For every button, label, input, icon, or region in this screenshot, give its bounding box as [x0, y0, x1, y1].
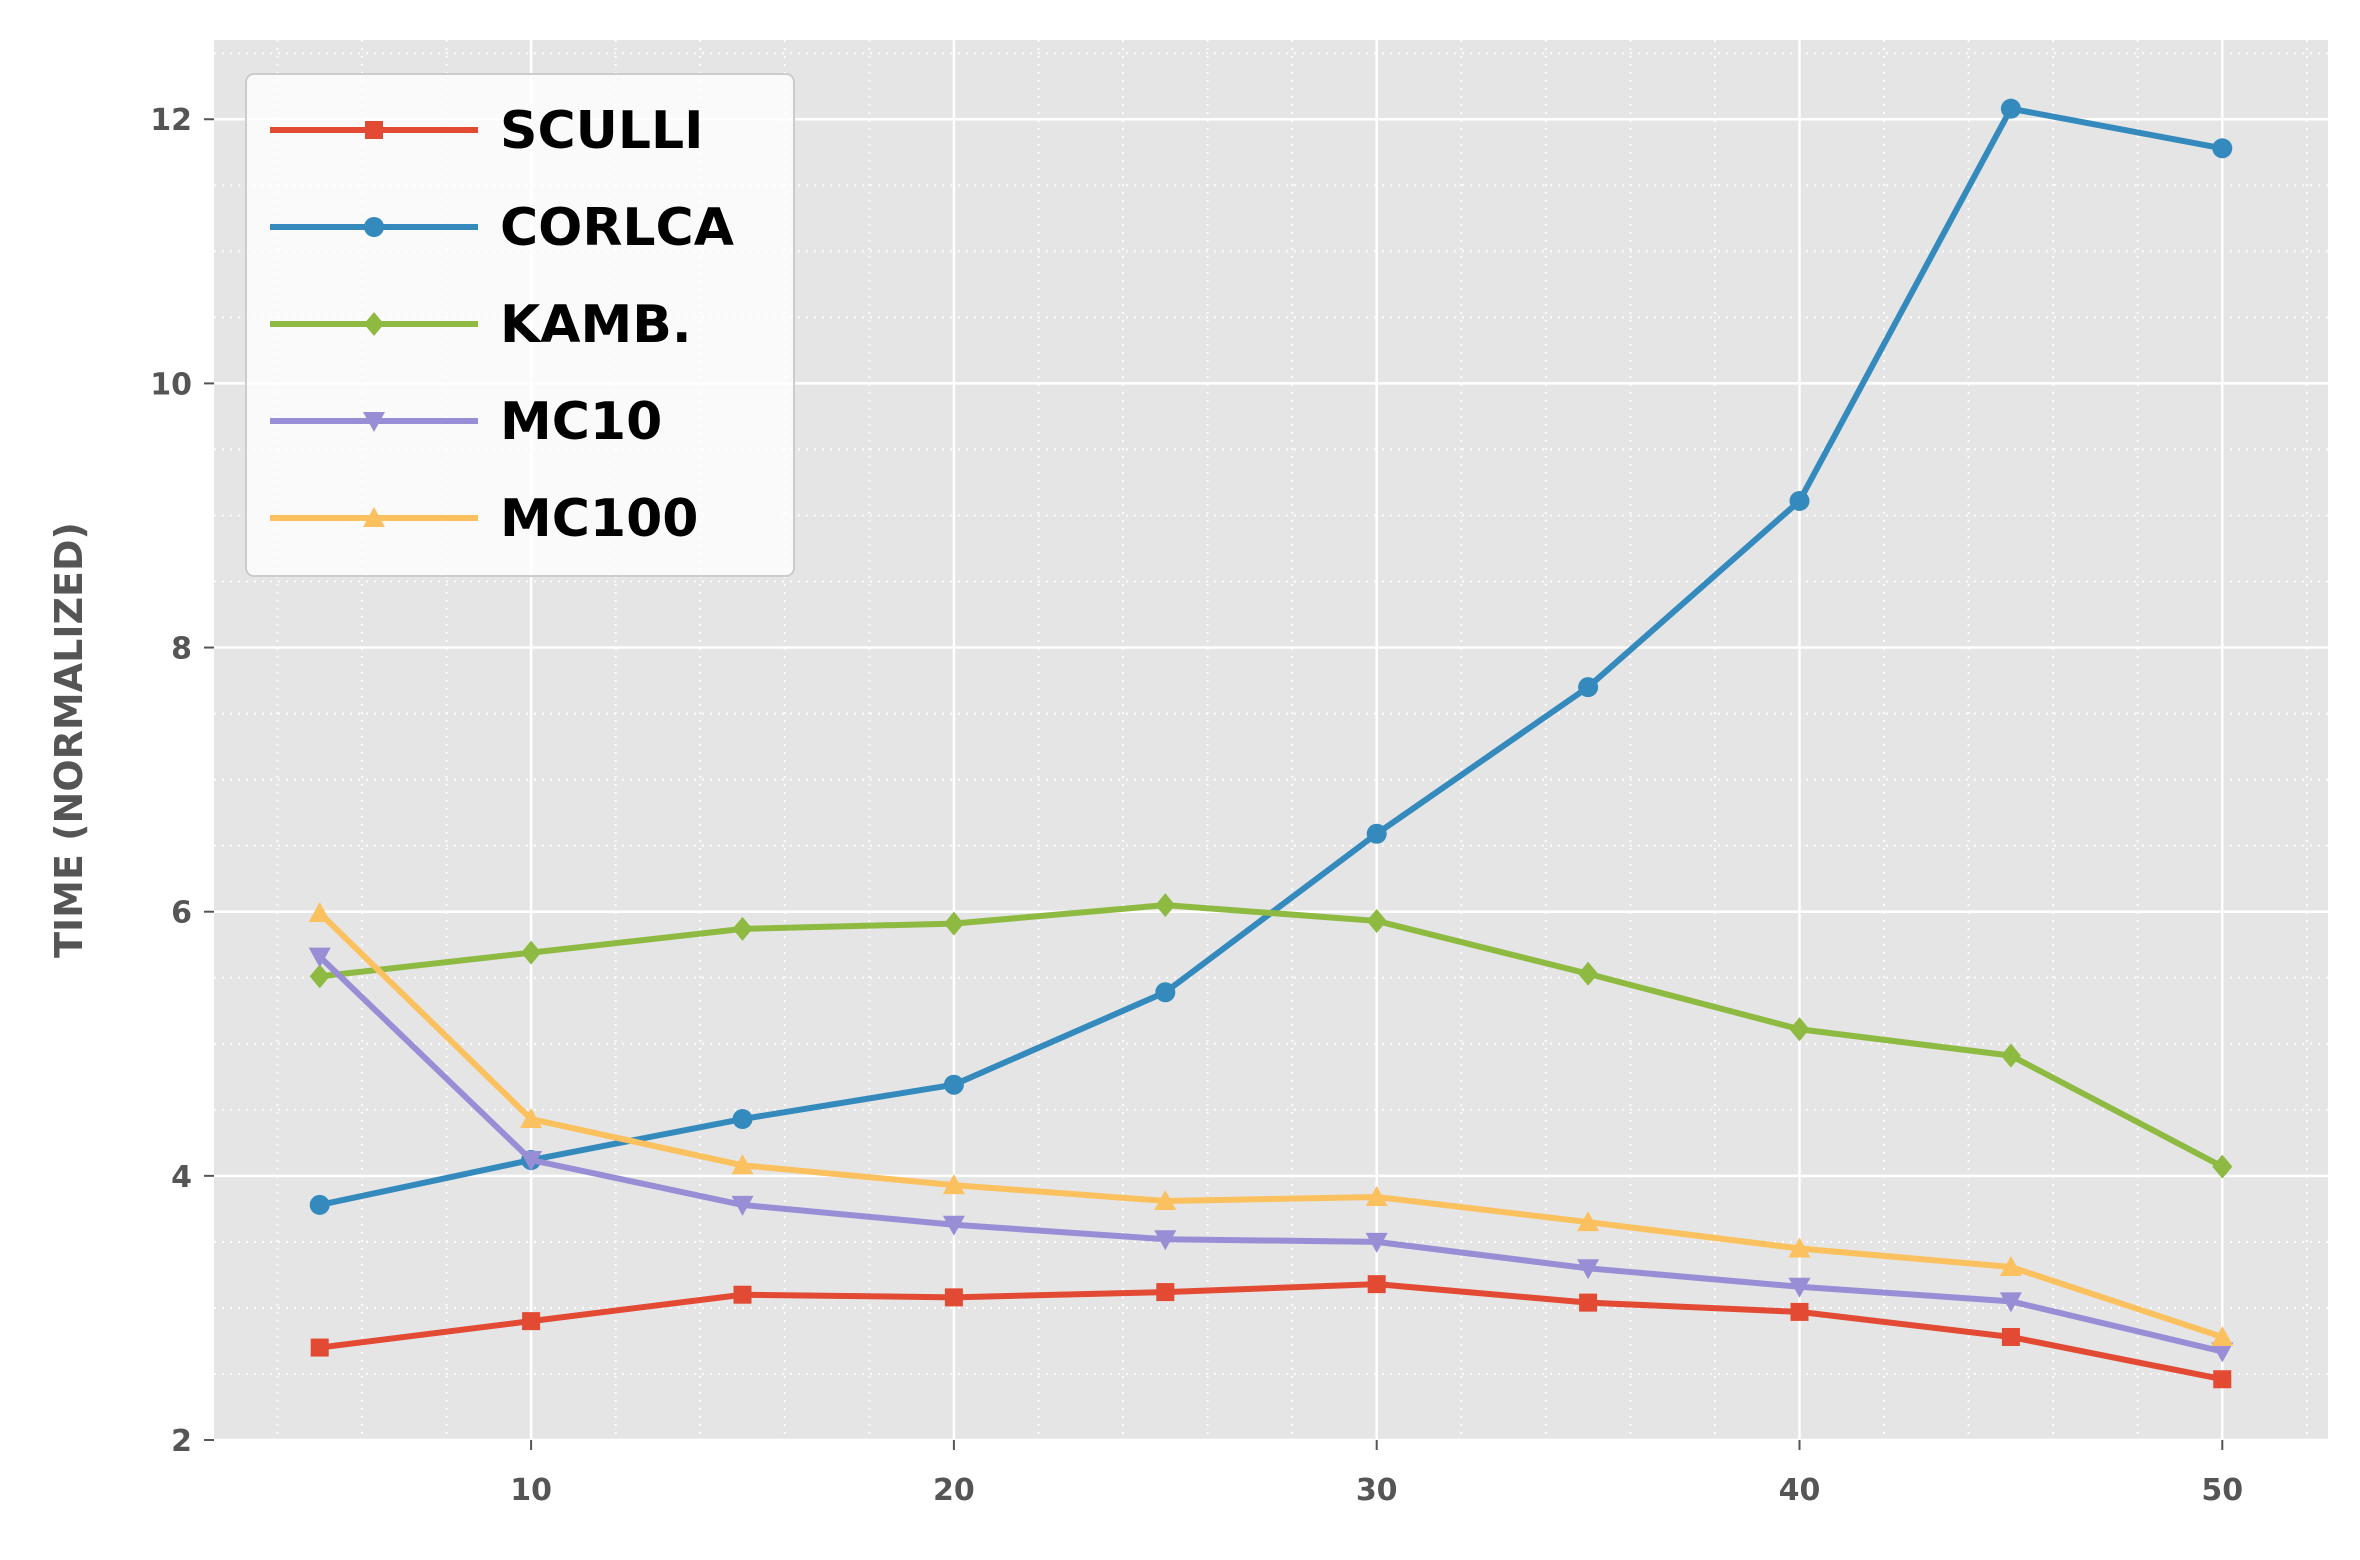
- marker-triangle-up: [1999, 1255, 2022, 1276]
- marker-triangle-down: [2211, 1342, 2234, 1363]
- series-mc100: [308, 902, 2234, 1346]
- marker-diamond: [943, 911, 964, 936]
- series: [308, 98, 2234, 1389]
- y-tick-label: 2: [171, 1424, 192, 1459]
- series-kamb: [309, 893, 2233, 1179]
- marker-square: [365, 121, 383, 139]
- marker-triangle-down: [942, 1215, 965, 1236]
- marker-diamond: [309, 964, 330, 989]
- legend-item: SCULLI: [270, 101, 703, 161]
- y-tick-label: 8: [171, 632, 192, 667]
- x-tick-label: 40: [1779, 1473, 1821, 1508]
- marker-diamond: [1789, 1017, 1810, 1042]
- marker-square: [522, 1312, 541, 1331]
- marker-diamond: [1366, 908, 1387, 933]
- marker-triangle-down: [731, 1195, 754, 1216]
- marker-diamond: [1155, 893, 1176, 918]
- marker-square: [2001, 1327, 2020, 1346]
- marker-triangle-up: [2211, 1325, 2234, 1346]
- x-tick-label: 30: [1356, 1473, 1398, 1508]
- y-tick-label: 10: [150, 367, 192, 402]
- marker-diamond: [2212, 1154, 2233, 1179]
- series-line: [319, 902, 2224, 1170]
- marker-square: [1367, 1275, 1386, 1294]
- y-axis-title: TIME (NORMALIZED): [47, 522, 91, 958]
- marker-circle: [1578, 677, 1599, 698]
- marker-triangle-down: [1365, 1232, 1388, 1253]
- marker-square: [2213, 1370, 2232, 1389]
- legend-label: CORLCA: [500, 198, 734, 258]
- marker-circle: [364, 217, 384, 237]
- marker-triangle-up: [1365, 1185, 1388, 1206]
- marker-square: [944, 1288, 963, 1307]
- marker-triangle-up: [1788, 1237, 1811, 1258]
- marker-square: [733, 1285, 752, 1304]
- marker-diamond: [364, 312, 384, 336]
- legend-item: KAMB.: [270, 295, 692, 355]
- legend-box: [245, 73, 795, 577]
- marker-triangle-down: [1788, 1277, 1811, 1298]
- legend-label: MC100: [500, 489, 698, 549]
- legend-item: MC100: [270, 489, 698, 549]
- marker-circle: [732, 1109, 753, 1130]
- legend-label: MC10: [500, 392, 662, 452]
- marker-square: [1790, 1302, 1809, 1321]
- marker-square: [310, 1338, 329, 1357]
- marker-triangle-up: [308, 902, 331, 923]
- marker-triangle-up: [1577, 1211, 1600, 1232]
- marker-triangle-up: [520, 1108, 543, 1129]
- marker-triangle-up: [942, 1174, 965, 1195]
- x-tick-label: 50: [2201, 1473, 2243, 1508]
- legend-label: SCULLI: [500, 101, 703, 161]
- series-line: [317, 910, 2224, 1340]
- marker-square: [1579, 1293, 1598, 1312]
- legend-item: MC10: [270, 392, 662, 452]
- marker-circle: [1366, 823, 1387, 844]
- x-tick-label: 10: [510, 1473, 552, 1508]
- y-tick-label: 4: [171, 1160, 192, 1195]
- series-mc10: [308, 947, 2234, 1363]
- marker-square: [1156, 1283, 1175, 1302]
- series-line: [319, 1281, 2223, 1383]
- legend-item: CORLCA: [270, 198, 734, 258]
- marker-circle: [1155, 982, 1176, 1003]
- marker-circle: [309, 1194, 330, 1215]
- y-tick-label: 6: [171, 896, 192, 931]
- marker-diamond: [732, 916, 753, 941]
- marker-circle: [2212, 138, 2233, 159]
- series-sculli: [310, 1275, 2232, 1389]
- y-tick-label: 12: [150, 103, 192, 138]
- marker-triangle-up: [731, 1154, 754, 1175]
- marker-circle: [1789, 490, 1810, 511]
- legend: SCULLI CORLCA KAMB. MC10 MC100: [245, 73, 795, 577]
- marker-triangle-down: [520, 1151, 543, 1171]
- marker-triangle-up: [1154, 1189, 1177, 1210]
- series-line: [317, 954, 2223, 1355]
- legend-label: KAMB.: [500, 295, 692, 355]
- marker-diamond: [1578, 961, 1599, 986]
- marker-triangle-down: [308, 947, 331, 968]
- marker-triangle-up: [363, 507, 385, 527]
- marker-triangle-down: [1577, 1259, 1600, 1280]
- marker-diamond: [2000, 1043, 2021, 1068]
- marker-circle: [943, 1074, 964, 1095]
- marker-triangle-down: [1154, 1230, 1177, 1251]
- marker-circle: [2000, 98, 2021, 119]
- marker-triangle-down: [363, 412, 385, 432]
- x-tick-label: 20: [933, 1473, 975, 1508]
- axes: 10 20 30 40 50 2 4 6 8 10 12: [150, 103, 2243, 1508]
- marker-triangle-down: [1999, 1292, 2022, 1313]
- marker-diamond: [521, 940, 542, 965]
